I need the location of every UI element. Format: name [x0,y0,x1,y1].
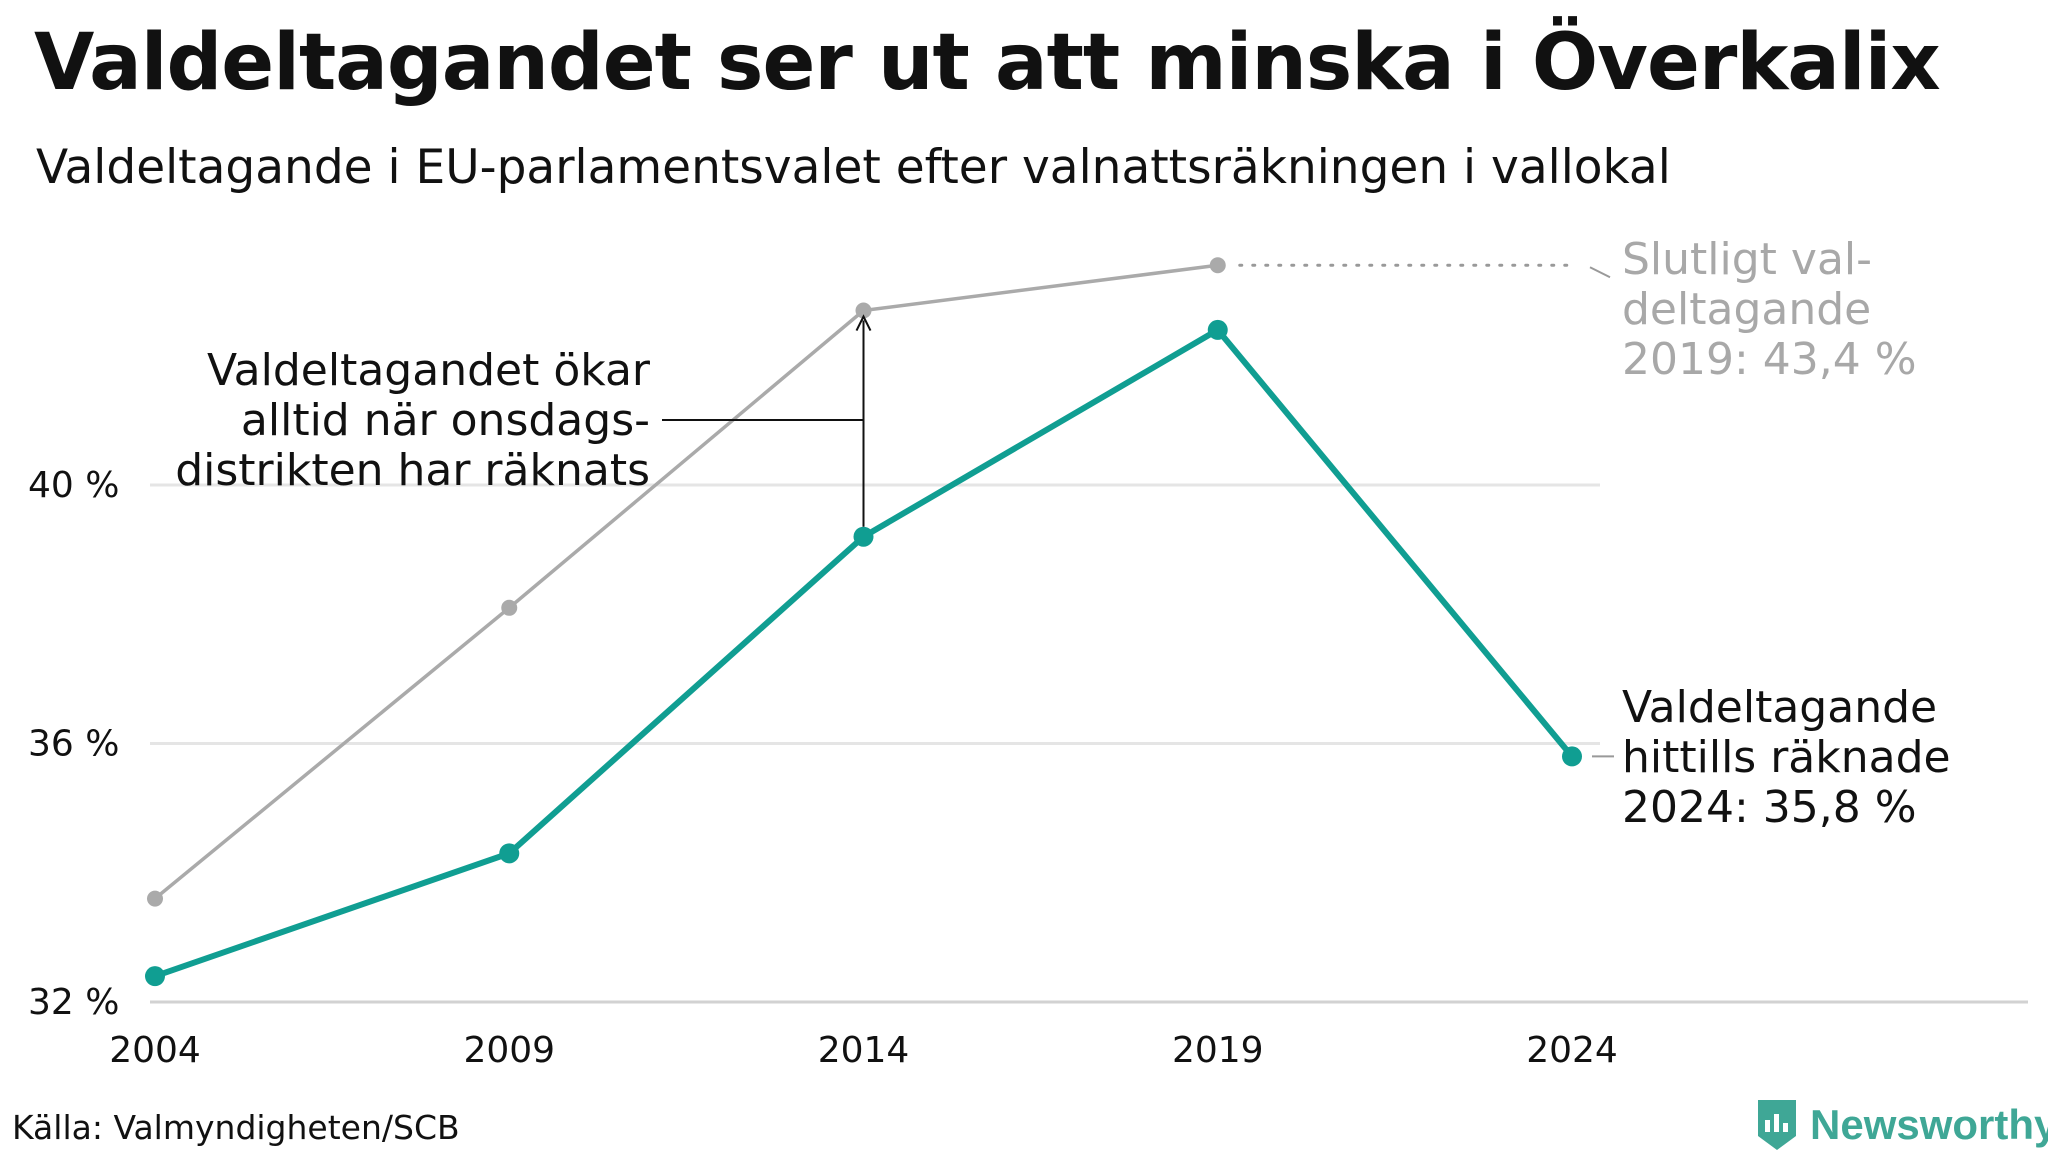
y-tick-label: 36 % [28,724,119,765]
y-tick-label: 40 % [28,465,119,506]
newsworthy-logo-text: Newsworthy [1810,1101,2048,1148]
gridlines [150,483,2028,1004]
x-tick-label: 2014 [818,1030,910,1071]
increase-arrow-head [855,314,872,331]
preliminary-data-point [853,526,874,547]
final-2019-leader-tick [1589,266,1611,279]
x-tick-label: 2024 [1526,1030,1618,1071]
preliminary-data-point [1207,319,1228,340]
page-subtitle: Valdeltagande i EU-parlamentsvalet efter… [36,140,1671,195]
preliminary-data-point [1562,746,1582,767]
series [145,257,1582,987]
current-turnout-annotation: Valdeltagande [1622,682,1937,733]
x-tick-label: 2019 [1172,1030,1264,1071]
preliminary-data-point [145,966,165,987]
final-turnout-annotation: deltagande [1622,284,1871,335]
current-turnout-annotation: hittills räknade [1622,732,1951,783]
final-turnout-annotation: Slutligt val- [1622,234,1872,285]
x-axis-ticks: 2004 2009 2014 2019 2024 [109,1030,1618,1071]
final-data-point [501,599,518,616]
increase-annotation-text: alltid när onsdags- [241,395,650,446]
y-tick-label: 32 % [28,982,119,1023]
preliminary-data-point [499,843,520,864]
final-series-line [153,263,1218,900]
page-title: Valdeltagandet ser ut att minska i Överk… [34,18,1941,108]
increase-annotation-text: distrikten har räknats [175,445,650,496]
x-tick-label: 2004 [109,1030,201,1071]
final-data-point [147,890,163,907]
increase-annotation-text: Valdeltagandet ökar [207,345,651,396]
newsworthy-logo: Newsworthy [1754,1098,2048,1152]
final-turnout-annotation: 2019: 43,4 % [1622,334,1917,385]
newsworthy-logo-icon [1758,1100,1796,1150]
line-chart: 32 % 36 % 40 % 2004 2009 2014 2019 2024 Valdel… [28,234,2028,1071]
final-data-point [1209,257,1226,274]
current-turnout-annotation: 2024: 35,8 % [1622,782,1917,833]
y-axis-ticks: 32 % 36 % 40 % [28,465,119,1023]
x-tick-label: 2009 [463,1030,555,1071]
source-note: Källa: Valmyndigheten/SCB [12,1108,460,1147]
final-data-point [855,302,872,319]
